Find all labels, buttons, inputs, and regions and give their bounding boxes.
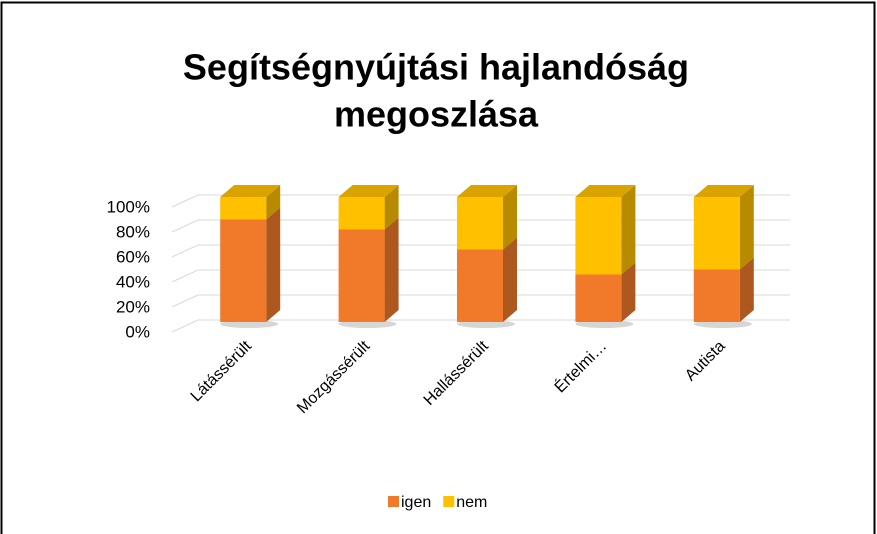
bar-side [621,262,636,322]
bar-side [503,185,517,250]
bar [220,197,267,220]
bar-top [457,185,517,197]
bar-side [266,185,281,220]
legend-swatch [388,496,399,507]
y-tick-label: 0% [125,322,150,341]
y-tick-label: 100% [107,197,150,216]
y-tick-label: 40% [116,272,150,291]
bar-side [503,237,517,322]
y-tick-label: 20% [116,297,150,316]
bar [575,197,622,275]
bar-top [220,185,281,197]
bar-side [739,257,754,322]
bar-side [621,185,636,275]
bar-top [575,185,636,197]
bar [338,229,385,322]
bar-side [384,185,399,230]
bar-side [266,207,281,322]
chart-title: megoszlása [334,94,539,135]
chart-title: Segítségnyújtási hajlandóság [183,47,689,88]
bar [457,249,503,322]
bar-side [739,185,754,270]
y-tick-label: 80% [116,222,150,241]
legend-swatch [443,496,455,507]
bar-top [338,185,399,197]
bar [220,219,267,322]
y-tick-label: 60% [116,247,150,266]
bar [338,197,385,230]
bar-top [693,185,754,197]
legend-label: igen [401,494,431,511]
bar [693,197,740,270]
bar [457,197,503,250]
legend-label: nem [456,494,487,511]
bar [575,274,622,322]
bar-side [384,217,399,322]
bar [693,269,740,322]
